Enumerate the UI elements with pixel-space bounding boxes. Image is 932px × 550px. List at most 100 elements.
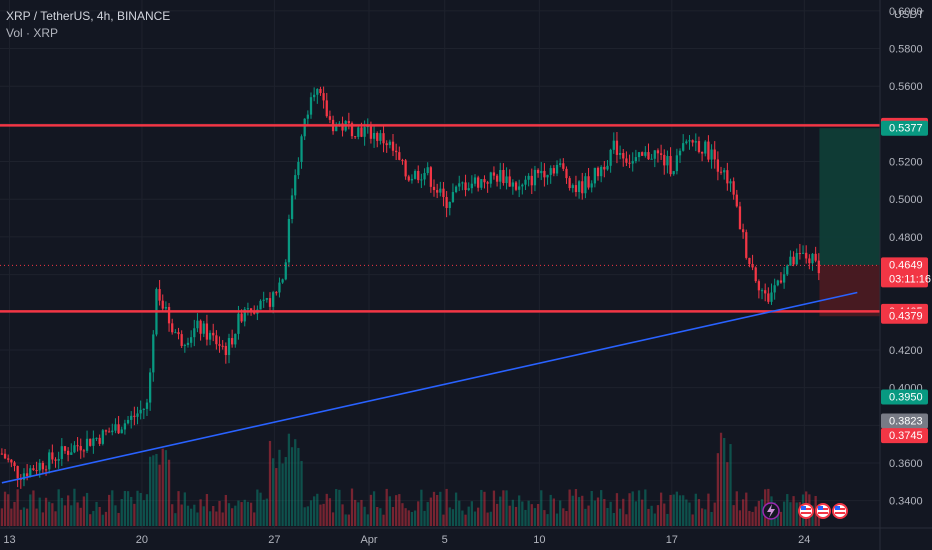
candle-body xyxy=(641,152,644,156)
candle-body xyxy=(350,123,354,137)
candle-body xyxy=(741,229,745,233)
candle-body xyxy=(568,178,571,189)
volume-bar xyxy=(130,496,133,526)
volume-bar xyxy=(559,500,562,526)
candle-body xyxy=(278,282,281,293)
volume-bar xyxy=(609,501,612,526)
volume-bar xyxy=(32,490,35,526)
candle-body xyxy=(754,267,757,282)
volume-bar xyxy=(341,504,344,526)
volume-bar xyxy=(700,508,704,526)
volume-bar xyxy=(792,496,795,526)
volume-bar xyxy=(123,490,127,526)
volume-bar xyxy=(445,488,448,526)
volume-bar xyxy=(3,491,7,526)
candle-body xyxy=(489,172,492,184)
volume-bar xyxy=(461,510,464,526)
candle-body xyxy=(483,179,486,183)
candle-body xyxy=(685,141,688,144)
candle-body xyxy=(306,114,309,119)
volume-bar xyxy=(464,514,467,526)
candle-body xyxy=(565,168,568,179)
candle-body xyxy=(196,320,199,329)
candle-body xyxy=(262,299,265,301)
candle-body xyxy=(281,279,284,283)
candle-body xyxy=(571,185,574,189)
event-icons[interactable] xyxy=(762,502,848,520)
volume-bar xyxy=(196,512,199,526)
candle-body xyxy=(697,141,701,152)
candle-body xyxy=(338,123,341,125)
candle-body xyxy=(650,158,653,160)
candle-body xyxy=(615,140,619,155)
candle-body xyxy=(265,298,268,300)
candle-body xyxy=(240,313,243,322)
candle-body xyxy=(130,415,133,420)
volume-bar xyxy=(480,489,483,526)
candle-body xyxy=(322,93,325,101)
volume-bar xyxy=(25,508,29,526)
candle-body xyxy=(41,462,45,470)
volume-bar xyxy=(401,503,404,526)
candle-body xyxy=(723,170,726,173)
candle-body xyxy=(303,118,306,137)
volume-bar xyxy=(73,488,76,526)
candle-body xyxy=(622,152,625,159)
candle-body xyxy=(231,338,234,345)
candle-body xyxy=(748,257,751,265)
candle-body xyxy=(16,466,19,479)
drawn-lines[interactable] xyxy=(0,124,880,484)
price-tick-label: 0.6000 xyxy=(889,6,923,18)
candle-body xyxy=(628,162,631,164)
volume-bar xyxy=(249,502,253,526)
candle-body xyxy=(584,176,587,194)
price-tick-label: 0.3600 xyxy=(889,458,923,470)
candle-body xyxy=(57,458,60,461)
candle-body xyxy=(259,300,262,310)
volume-bar xyxy=(253,512,256,526)
candle-body xyxy=(606,165,609,170)
candle-body xyxy=(104,430,108,432)
volume-bar xyxy=(16,489,19,526)
trend-line[interactable] xyxy=(1,291,858,484)
volume-bar xyxy=(376,506,379,526)
volume-bar xyxy=(66,495,70,526)
candle-body xyxy=(552,168,555,174)
volume-bar xyxy=(284,457,287,526)
price-badges: 0.53920.53770.46500.464903:11:160.44050.… xyxy=(881,117,931,444)
volume-bar xyxy=(215,511,218,526)
candle-body xyxy=(477,177,480,188)
candle-body xyxy=(208,332,212,340)
candle-body xyxy=(716,159,720,172)
volume-bar xyxy=(779,511,783,526)
volume-bar xyxy=(35,508,38,526)
volume-bar xyxy=(615,493,619,526)
candle-body xyxy=(85,438,89,451)
currency-label[interactable]: USDT xyxy=(894,9,924,21)
volume-bar xyxy=(811,505,814,526)
candle-body xyxy=(275,292,278,294)
candle-body xyxy=(117,424,120,434)
volume-bar xyxy=(205,494,209,526)
candle-body xyxy=(470,183,473,189)
candle-body xyxy=(190,337,193,343)
candle-body xyxy=(442,188,445,198)
candle-body xyxy=(700,151,704,154)
candle-body xyxy=(66,450,70,455)
us-flag-stripe xyxy=(818,512,828,514)
candle-body xyxy=(413,170,417,179)
candle-body xyxy=(89,438,92,446)
candle-body xyxy=(60,446,63,459)
volume-bar xyxy=(625,514,628,526)
candle-body xyxy=(385,143,388,146)
volume-bar xyxy=(309,500,313,526)
price-badge xyxy=(881,308,928,324)
volume-bar xyxy=(366,514,369,526)
candle-body xyxy=(492,172,496,176)
volume-bar xyxy=(713,502,716,526)
candle-body xyxy=(180,334,183,346)
candle-body xyxy=(372,133,376,139)
volume-bar xyxy=(600,490,603,526)
volume-bar xyxy=(410,511,414,526)
